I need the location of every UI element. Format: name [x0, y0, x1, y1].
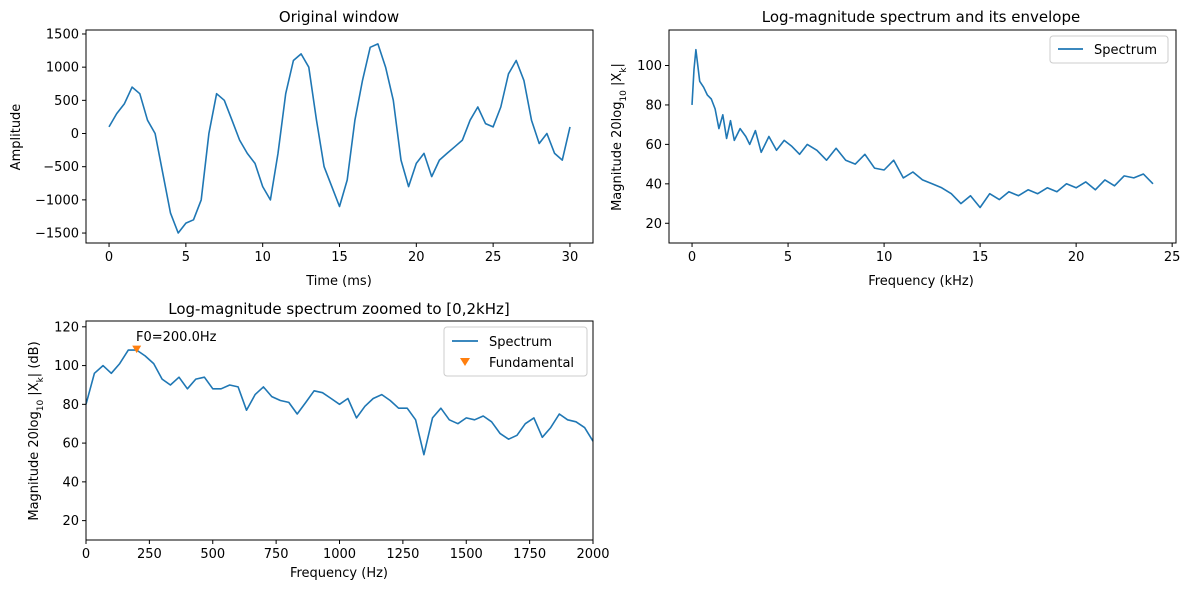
original-window-x-tick-label: 5 — [182, 250, 190, 265]
spectrum-series-layer — [691, 48, 1154, 209]
spectrum-title: Log-magnitude spectrum and its envelope — [762, 8, 1080, 26]
zoomed-y-label-k: k — [36, 376, 46, 382]
original-window-y-tick-label: 1000 — [46, 61, 79, 76]
original-window-y-tick-label: −500 — [43, 160, 79, 175]
original-window-y-ticks: −1500 −1000 −500 0 500 1000 1500 — [35, 27, 86, 242]
f0-annotation: F0=200.0Hz — [136, 330, 217, 345]
zoomed-legend-box — [443, 326, 588, 377]
spectrum-legend: Spectrum — [1049, 35, 1169, 64]
zoomed-spectrum-x-tick-label: 1500 — [450, 547, 483, 562]
original-window-title: Original window — [279, 8, 399, 26]
original-window-panel: Original window 0 5 10 15 20 25 30 −1500−1000−… — [9, 8, 594, 289]
zoomed-spectrum-series-layer — [85, 345, 594, 456]
zoomed-spectrum-y-tick-label: 80 — [62, 398, 79, 413]
zoomed-spectrum-title: Log-magnitude spectrum zoomed to [0,2kHz… — [168, 300, 509, 318]
zoomed-y-label-end: | (dB) — [27, 341, 42, 377]
spectrum-y-tick-label: 60 — [645, 138, 662, 153]
spectrum-x-tick-label: 20 — [1068, 250, 1085, 265]
original-window-x-tick-label: 30 — [562, 250, 579, 265]
zoomed-spectrum-x-axis-label: Frequency (Hz) — [290, 566, 388, 581]
spectrum-y-axis-label: Magnitude 20log10 |Xk| — [610, 63, 629, 211]
spectrum-y-label-k: k — [619, 67, 629, 73]
spectrum-axes-frame — [668, 29, 1177, 244]
spectrum-y-tick-label: 80 — [645, 98, 662, 113]
original-window-x-tick-label: 15 — [331, 250, 348, 265]
original-window-y-tick-label: 0 — [71, 127, 79, 142]
zoomed-legend-fundamental-label: Fundamental — [489, 356, 574, 371]
zoomed-spectrum-panel: Log-magnitude spectrum zoomed to [0,2kHz… — [27, 300, 610, 581]
zoomed-spectrum-series-line-0 — [85, 349, 594, 456]
zoomed-spectrum-y-tick-label: 60 — [62, 437, 79, 452]
zoomed-spectrum-x-tick-label: 250 — [137, 547, 162, 562]
spectrum-series-line-0 — [691, 48, 1154, 209]
zoomed-spectrum-y-tick-label: 40 — [62, 475, 79, 490]
zoomed-spectrum-y-ticks: 20 40 60 80 100 120 — [54, 320, 86, 529]
original-window-y-tick-label: −1500 — [35, 227, 79, 242]
original-window-x-tick-label: 10 — [254, 250, 271, 265]
zoomed-spectrum-x-tick-label: 1250 — [386, 547, 419, 562]
original-window-x-ticks: 0 5 10 15 20 25 30 — [105, 243, 578, 265]
spectrum-legend-box — [1049, 35, 1169, 64]
spectrum-panel: Log-magnitude spectrum and its envelope … — [610, 8, 1180, 289]
zoomed-spectrum-y-tick-label: 20 — [62, 514, 79, 529]
spectrum-x-tick-label: 25 — [1164, 250, 1181, 265]
zoomed-legend-spectrum-label: Spectrum — [489, 335, 552, 350]
spectrum-x-axis-label: Frequency (kHz) — [868, 274, 974, 289]
original-window-axes-frame — [85, 29, 594, 244]
zoomed-spectrum-y-tick-label: 100 — [54, 359, 79, 374]
spectrum-y-label-main: Magnitude 20log — [610, 102, 625, 211]
zoomed-spectrum-x-tick-label: 500 — [200, 547, 225, 562]
spectrum-y-label-end: | — [610, 63, 625, 67]
zoomed-y-label-tail: |X — [27, 382, 42, 400]
zoomed-spectrum-x-tick-label: 2000 — [576, 547, 609, 562]
zoomed-spectrum-x-tick-label: 1000 — [323, 547, 356, 562]
original-window-x-axis-label: Time (ms) — [305, 274, 372, 289]
zoomed-legend-fundamental-marker — [460, 358, 470, 366]
spectrum-x-tick-label: 5 — [784, 250, 792, 265]
zoomed-y-label-main: Magnitude 20log — [27, 411, 42, 520]
original-window-series-line-0 — [108, 43, 571, 234]
spectrum-y-label-tail: |X — [610, 73, 625, 91]
original-window-y-tick-label: 500 — [54, 94, 79, 109]
zoomed-spectrum-y-axis-label: Magnitude 20log10 |Xk| (dB) — [27, 341, 46, 520]
original-window-y-tick-label: −1000 — [35, 193, 79, 208]
spectrum-x-ticks: 0 5 10 15 20 25 — [688, 243, 1181, 265]
original-window-x-tick-label: 25 — [485, 250, 502, 265]
zoomed-spectrum-axes-frame — [85, 320, 594, 541]
spectrum-x-tick-label: 0 — [688, 250, 696, 265]
original-window-y-tick-label: 1500 — [46, 27, 79, 42]
original-window-x-tick-label: 0 — [105, 250, 113, 265]
spectrum-x-tick-label: 15 — [972, 250, 989, 265]
spectrum-y-tick-label: 40 — [645, 177, 662, 192]
spectrum-y-tick-label: 20 — [645, 217, 662, 232]
spectrum-y-label-sub: 10 — [619, 90, 629, 102]
zoomed-spectrum-legend: Spectrum Fundamental — [443, 326, 588, 377]
zoomed-spectrum-x-tick-label: 1750 — [513, 547, 546, 562]
original-window-x-tick-label: 20 — [408, 250, 425, 265]
original-window-series-layer — [108, 43, 571, 234]
spectrum-y-tick-label: 100 — [637, 59, 662, 74]
zoomed-spectrum-x-ticks: 0 250 500 750 1000 1250 1500 1750 2000 — [82, 540, 610, 562]
zoomed-y-label-sub: 10 — [36, 400, 46, 412]
zoomed-spectrum-x-tick-label: 0 — [82, 547, 90, 562]
spectrum-x-tick-label: 10 — [876, 250, 893, 265]
spectrum-legend-label: Spectrum — [1094, 43, 1157, 58]
spectrum-y-ticks: 20 40 60 80 100 — [637, 59, 669, 232]
original-window-y-axis-label: Amplitude — [9, 104, 24, 171]
zoomed-spectrum-y-tick-label: 120 — [54, 320, 79, 335]
zoomed-spectrum-x-tick-label: 750 — [264, 547, 289, 562]
fundamental-marker — [132, 345, 142, 354]
